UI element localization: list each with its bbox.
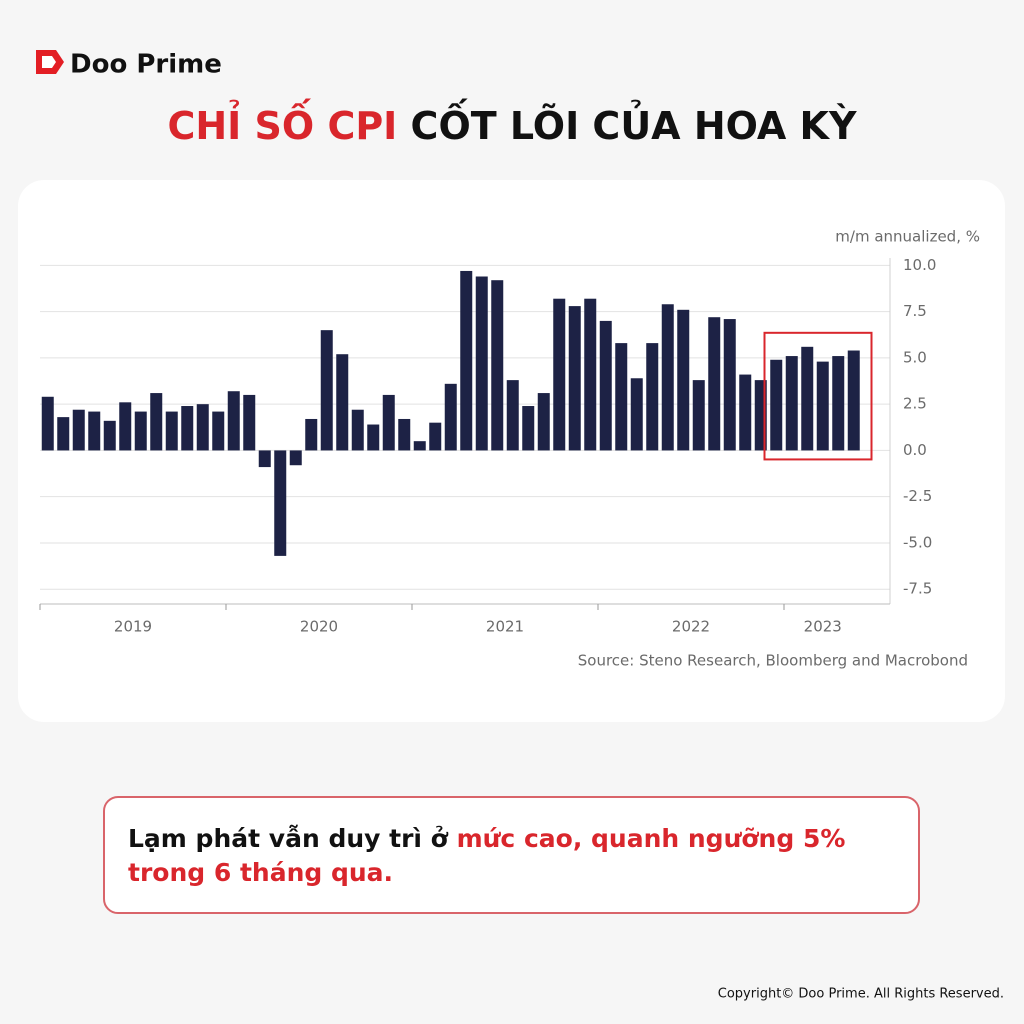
bar: [367, 424, 380, 451]
plot: 10.0 7.5 5.0 2.5 0.0 -2.5 -5.0 -7.5 2019 2020 2021…: [39, 256, 936, 636]
x-year-label: 2020: [300, 618, 338, 636]
x-year-label: 2022: [672, 618, 710, 636]
callout-emphasis: mức cao, quanh ngưỡng 5%: [457, 824, 846, 853]
bar: [289, 450, 302, 466]
bar: [522, 406, 535, 451]
bar: [382, 394, 395, 451]
bar: [708, 317, 721, 451]
bar: [57, 417, 70, 451]
bar: [41, 396, 54, 451]
title: CHỈ SỐ CPI CỐT LÕI CỦA HOA KỲ: [167, 99, 857, 148]
bar: [119, 402, 132, 451]
bar: [847, 350, 860, 451]
bar: [599, 320, 612, 451]
bar: [429, 422, 442, 451]
bar: [677, 309, 690, 451]
y-tick-label: 5.0: [903, 348, 927, 366]
callout-line-1: Lạm phát vẫn duy trì ở mức cao, quanh ng…: [128, 824, 845, 853]
x-year-label: 2019: [114, 618, 152, 636]
y-tick-label: -2.5: [903, 487, 932, 505]
title-highlight: CHỈ SỐ CPI: [167, 99, 397, 148]
bar: [196, 404, 209, 451]
bar: [150, 393, 163, 451]
bar: [103, 420, 116, 451]
bar: [661, 304, 674, 451]
bar: [243, 394, 256, 451]
unit-label: m/m annualized, %: [835, 228, 980, 246]
bar: [165, 411, 178, 451]
chart-card: [18, 180, 1005, 722]
callout-box: [103, 796, 920, 914]
bar: [553, 298, 566, 451]
callout-line-2: trong 6 tháng qua.: [128, 858, 393, 887]
bar: [258, 450, 271, 468]
bar: [646, 343, 659, 451]
bar: [615, 343, 628, 451]
bar: [444, 383, 457, 451]
bar: [506, 380, 519, 451]
bar: [475, 276, 488, 451]
bar: [88, 411, 101, 451]
bar: [305, 418, 318, 451]
bar: [227, 391, 240, 451]
bar: [723, 319, 736, 451]
bar: [351, 409, 364, 451]
bar: [460, 270, 473, 451]
bar: [274, 450, 287, 556]
bar: [832, 356, 845, 451]
bar: [739, 374, 752, 451]
y-tick-label: 7.5: [903, 302, 927, 320]
bar: [630, 378, 643, 451]
bar: [320, 330, 333, 451]
bar: [816, 361, 829, 451]
bar: [72, 409, 85, 451]
bar: [491, 280, 504, 451]
bar: [568, 306, 581, 451]
x-year-label: 2021: [486, 618, 524, 636]
bar: [584, 298, 597, 451]
bar: [801, 346, 814, 451]
title-rest: CỐT LÕI CỦA HOA KỲ: [397, 99, 857, 148]
bar: [770, 359, 783, 451]
source: Source: Steno Research, Bloomberg and Ma…: [578, 652, 968, 670]
bar: [134, 411, 147, 451]
bar: [336, 354, 349, 451]
y-tick-label: 0.0: [903, 441, 927, 459]
y-tick-label: -7.5: [903, 580, 932, 598]
logo-icon-inner: [42, 56, 56, 68]
brand: Doo Prime: [70, 50, 222, 80]
bar: [692, 380, 705, 451]
y-tick-label: 10.0: [903, 256, 936, 274]
y-tick-label: 2.5: [903, 395, 927, 413]
bar: [212, 411, 225, 451]
bar: [398, 418, 411, 451]
x-year-label: 2023: [804, 618, 842, 636]
bar: [537, 393, 550, 451]
bar: [413, 441, 426, 451]
bar: [785, 356, 798, 451]
bar: [181, 406, 194, 451]
copyright: Copyright© Doo Prime. All Rights Reserve…: [718, 987, 1004, 1002]
callout-plain: Lạm phát vẫn duy trì ở: [128, 824, 457, 853]
highlight-box: [763, 331, 873, 461]
y-tick-label: -5.0: [903, 533, 932, 551]
